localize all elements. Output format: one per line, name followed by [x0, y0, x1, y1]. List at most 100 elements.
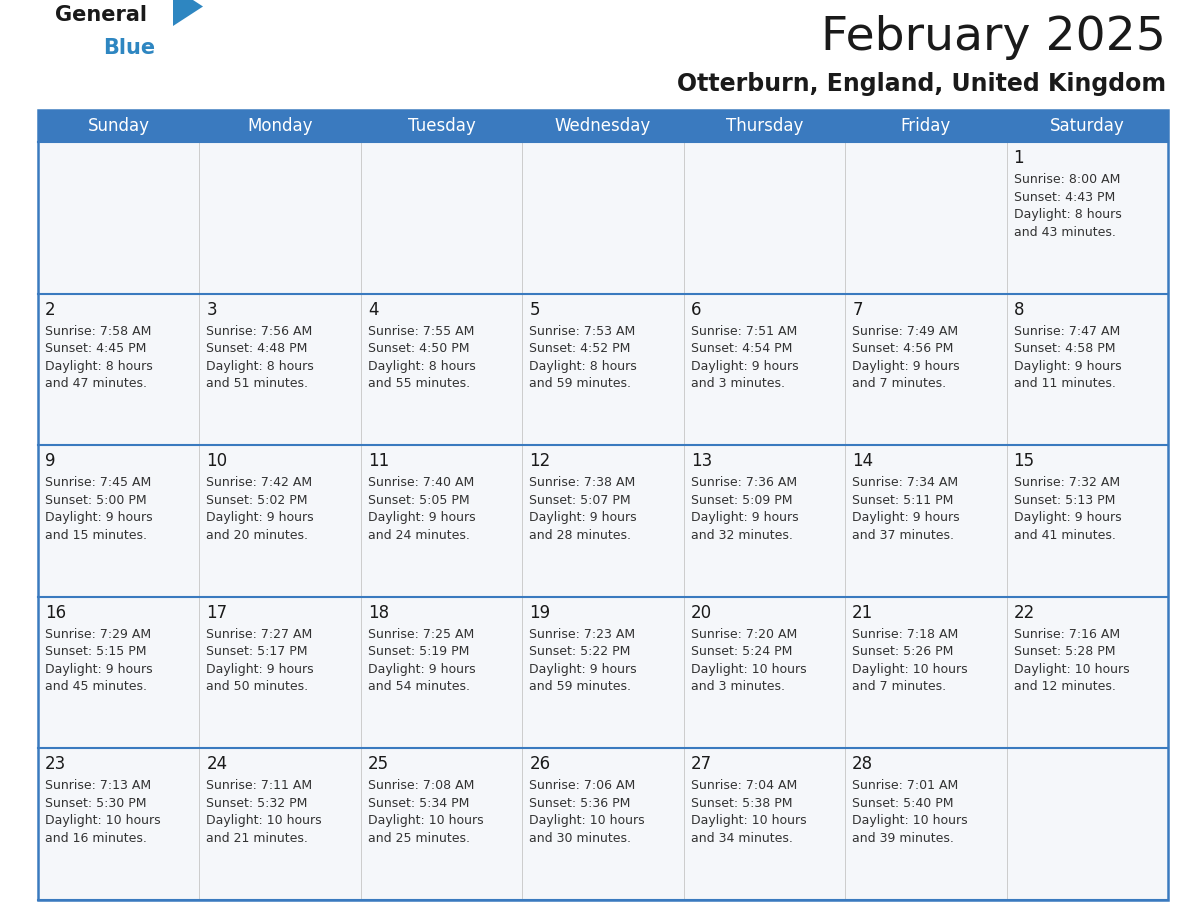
Bar [1006, 597, 1168, 748]
Text: 21: 21 [852, 604, 873, 621]
Text: General: General [55, 5, 147, 25]
Text: Sunrise: 7:38 AM
Sunset: 5:07 PM
Daylight: 9 hours
and 28 minutes.: Sunrise: 7:38 AM Sunset: 5:07 PM Dayligh… [530, 476, 637, 542]
Text: Sunrise: 7:53 AM
Sunset: 4:52 PM
Daylight: 8 hours
and 59 minutes.: Sunrise: 7:53 AM Sunset: 4:52 PM Dayligh… [530, 325, 637, 390]
Bar [361, 110, 523, 142]
Bar [523, 110, 684, 142]
Text: 18: 18 [368, 604, 388, 621]
Text: Sunrise: 7:06 AM
Sunset: 5:36 PM
Daylight: 10 hours
and 30 minutes.: Sunrise: 7:06 AM Sunset: 5:36 PM Dayligh… [530, 779, 645, 845]
Text: 15: 15 [1013, 453, 1035, 470]
Text: Blue: Blue [103, 38, 156, 58]
Bar [361, 294, 523, 445]
Text: 19: 19 [530, 604, 550, 621]
Bar [684, 142, 845, 294]
Text: Sunrise: 7:47 AM
Sunset: 4:58 PM
Daylight: 9 hours
and 11 minutes.: Sunrise: 7:47 AM Sunset: 4:58 PM Dayligh… [1013, 325, 1121, 390]
Text: 10: 10 [207, 453, 228, 470]
Text: 1: 1 [1013, 149, 1024, 167]
Text: Sunrise: 7:01 AM
Sunset: 5:40 PM
Daylight: 10 hours
and 39 minutes.: Sunrise: 7:01 AM Sunset: 5:40 PM Dayligh… [852, 779, 968, 845]
Text: Sunrise: 7:40 AM
Sunset: 5:05 PM
Daylight: 9 hours
and 24 minutes.: Sunrise: 7:40 AM Sunset: 5:05 PM Dayligh… [368, 476, 475, 542]
Text: 27: 27 [690, 756, 712, 773]
Text: Otterburn, England, United Kingdom: Otterburn, England, United Kingdom [677, 72, 1165, 96]
Text: Sunrise: 7:49 AM
Sunset: 4:56 PM
Daylight: 9 hours
and 7 minutes.: Sunrise: 7:49 AM Sunset: 4:56 PM Dayligh… [852, 325, 960, 390]
Text: Sunrise: 7:55 AM
Sunset: 4:50 PM
Daylight: 8 hours
and 55 minutes.: Sunrise: 7:55 AM Sunset: 4:50 PM Dayligh… [368, 325, 475, 390]
Text: Sunrise: 7:29 AM
Sunset: 5:15 PM
Daylight: 9 hours
and 45 minutes.: Sunrise: 7:29 AM Sunset: 5:15 PM Dayligh… [45, 628, 152, 693]
Bar [523, 142, 684, 294]
Bar [38, 294, 200, 445]
Text: 6: 6 [690, 300, 701, 319]
Text: 11: 11 [368, 453, 390, 470]
Text: Sunrise: 7:16 AM
Sunset: 5:28 PM
Daylight: 10 hours
and 12 minutes.: Sunrise: 7:16 AM Sunset: 5:28 PM Dayligh… [1013, 628, 1130, 693]
Text: 23: 23 [45, 756, 67, 773]
Text: Sunrise: 7:42 AM
Sunset: 5:02 PM
Daylight: 9 hours
and 20 minutes.: Sunrise: 7:42 AM Sunset: 5:02 PM Dayligh… [207, 476, 314, 542]
Bar [38, 748, 200, 900]
Text: 14: 14 [852, 453, 873, 470]
Text: 25: 25 [368, 756, 388, 773]
Bar [523, 294, 684, 445]
Bar [361, 597, 523, 748]
Bar [361, 748, 523, 900]
Text: 3: 3 [207, 300, 217, 319]
Text: Saturday: Saturday [1050, 117, 1125, 135]
Bar [523, 597, 684, 748]
Bar [523, 445, 684, 597]
Text: Wednesday: Wednesday [555, 117, 651, 135]
Bar [200, 110, 361, 142]
Bar [200, 597, 361, 748]
Text: 17: 17 [207, 604, 228, 621]
Bar [845, 748, 1006, 900]
Bar [684, 748, 845, 900]
Text: Sunrise: 7:34 AM
Sunset: 5:11 PM
Daylight: 9 hours
and 37 minutes.: Sunrise: 7:34 AM Sunset: 5:11 PM Dayligh… [852, 476, 960, 542]
Bar [361, 445, 523, 597]
Text: 24: 24 [207, 756, 228, 773]
Text: February 2025: February 2025 [821, 15, 1165, 60]
Text: Sunrise: 8:00 AM
Sunset: 4:43 PM
Daylight: 8 hours
and 43 minutes.: Sunrise: 8:00 AM Sunset: 4:43 PM Dayligh… [1013, 173, 1121, 239]
Bar [1006, 748, 1168, 900]
Text: 9: 9 [45, 453, 56, 470]
Text: Sunrise: 7:08 AM
Sunset: 5:34 PM
Daylight: 10 hours
and 25 minutes.: Sunrise: 7:08 AM Sunset: 5:34 PM Dayligh… [368, 779, 484, 845]
Bar [1006, 294, 1168, 445]
Text: Sunrise: 7:18 AM
Sunset: 5:26 PM
Daylight: 10 hours
and 7 minutes.: Sunrise: 7:18 AM Sunset: 5:26 PM Dayligh… [852, 628, 968, 693]
Bar [200, 294, 361, 445]
Text: Friday: Friday [901, 117, 950, 135]
Bar [38, 142, 200, 294]
Bar [684, 445, 845, 597]
Text: 2: 2 [45, 300, 56, 319]
Text: Sunrise: 7:23 AM
Sunset: 5:22 PM
Daylight: 9 hours
and 59 minutes.: Sunrise: 7:23 AM Sunset: 5:22 PM Dayligh… [530, 628, 637, 693]
Text: Sunrise: 7:27 AM
Sunset: 5:17 PM
Daylight: 9 hours
and 50 minutes.: Sunrise: 7:27 AM Sunset: 5:17 PM Dayligh… [207, 628, 314, 693]
Bar [200, 748, 361, 900]
Text: Sunrise: 7:13 AM
Sunset: 5:30 PM
Daylight: 10 hours
and 16 minutes.: Sunrise: 7:13 AM Sunset: 5:30 PM Dayligh… [45, 779, 160, 845]
Text: Tuesday: Tuesday [407, 117, 475, 135]
Text: 13: 13 [690, 453, 712, 470]
Bar [38, 597, 200, 748]
Text: 12: 12 [530, 453, 550, 470]
Text: 4: 4 [368, 300, 378, 319]
Text: Sunrise: 7:20 AM
Sunset: 5:24 PM
Daylight: 10 hours
and 3 minutes.: Sunrise: 7:20 AM Sunset: 5:24 PM Dayligh… [690, 628, 807, 693]
Bar [523, 748, 684, 900]
Text: Sunrise: 7:25 AM
Sunset: 5:19 PM
Daylight: 9 hours
and 54 minutes.: Sunrise: 7:25 AM Sunset: 5:19 PM Dayligh… [368, 628, 475, 693]
Text: 20: 20 [690, 604, 712, 621]
Text: 7: 7 [852, 300, 862, 319]
Text: Sunday: Sunday [88, 117, 150, 135]
Text: 26: 26 [530, 756, 550, 773]
Bar [200, 445, 361, 597]
Bar [361, 142, 523, 294]
Bar [845, 110, 1006, 142]
Text: Sunrise: 7:45 AM
Sunset: 5:00 PM
Daylight: 9 hours
and 15 minutes.: Sunrise: 7:45 AM Sunset: 5:00 PM Dayligh… [45, 476, 152, 542]
Bar [684, 597, 845, 748]
Bar [38, 445, 200, 597]
Text: Thursday: Thursday [726, 117, 803, 135]
Bar [845, 294, 1006, 445]
Text: 22: 22 [1013, 604, 1035, 621]
Bar [845, 142, 1006, 294]
Text: Sunrise: 7:32 AM
Sunset: 5:13 PM
Daylight: 9 hours
and 41 minutes.: Sunrise: 7:32 AM Sunset: 5:13 PM Dayligh… [1013, 476, 1121, 542]
Polygon shape [173, 0, 203, 26]
Text: 8: 8 [1013, 300, 1024, 319]
Bar [684, 294, 845, 445]
Bar [1006, 110, 1168, 142]
Bar [845, 445, 1006, 597]
Text: Sunrise: 7:36 AM
Sunset: 5:09 PM
Daylight: 9 hours
and 32 minutes.: Sunrise: 7:36 AM Sunset: 5:09 PM Dayligh… [690, 476, 798, 542]
Bar [38, 110, 200, 142]
Text: Sunrise: 7:58 AM
Sunset: 4:45 PM
Daylight: 8 hours
and 47 minutes.: Sunrise: 7:58 AM Sunset: 4:45 PM Dayligh… [45, 325, 153, 390]
Text: Sunrise: 7:04 AM
Sunset: 5:38 PM
Daylight: 10 hours
and 34 minutes.: Sunrise: 7:04 AM Sunset: 5:38 PM Dayligh… [690, 779, 807, 845]
Bar [684, 110, 845, 142]
Text: Sunrise: 7:11 AM
Sunset: 5:32 PM
Daylight: 10 hours
and 21 minutes.: Sunrise: 7:11 AM Sunset: 5:32 PM Dayligh… [207, 779, 322, 845]
